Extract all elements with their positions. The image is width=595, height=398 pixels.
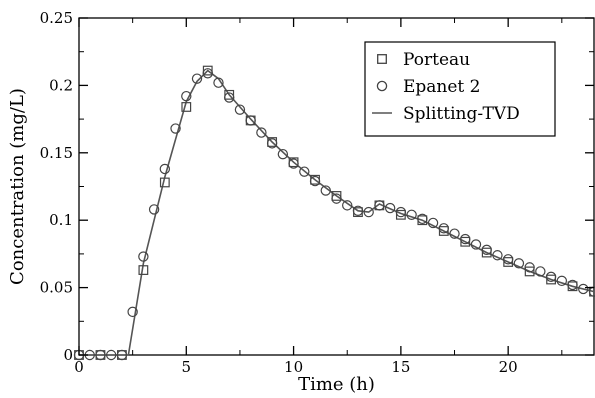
point-epanet-2: [202, 68, 213, 79]
x-tick-label: 5: [182, 358, 192, 376]
point-epanet-2: [95, 349, 106, 361]
point-epanet-2: [524, 262, 535, 273]
x-axis-label: Time (h): [298, 374, 375, 395]
point-epanet-2: [502, 254, 514, 265]
y-axis-ticks: 0 0.05 0.1 0.15 0.2 0.25: [40, 9, 594, 364]
point-epanet-2: [127, 306, 138, 318]
point-epanet-2: [213, 77, 224, 88]
point-epanet-2: [320, 185, 331, 196]
point-epanet-2: [148, 204, 160, 215]
point-epanet-2: [567, 279, 578, 291]
point-epanet-2: [449, 228, 460, 239]
point-epanet-2: [342, 200, 353, 211]
x-tick-label: 20: [499, 358, 518, 376]
point-epanet-2: [535, 266, 546, 277]
point-epanet-2: [277, 148, 289, 160]
point-epanet-2: [256, 127, 267, 138]
y-tick-label: 0.1: [49, 211, 73, 229]
point-porteau: [159, 177, 170, 188]
x-tick-label: 15: [391, 358, 410, 376]
point-epanet-2: [191, 73, 203, 84]
point-epanet-2: [234, 104, 246, 115]
point-epanet-2: [513, 258, 525, 269]
point-epanet-2: [159, 163, 171, 175]
point-epanet-2: [266, 138, 278, 149]
point-epanet-2: [545, 271, 557, 283]
point-epanet-2: [438, 223, 449, 234]
point-epanet-2: [556, 275, 568, 287]
point-epanet-2: [331, 193, 342, 204]
point-epanet-2: [138, 251, 149, 262]
point-epanet-2: [406, 209, 417, 221]
point-epanet-2: [224, 92, 235, 103]
point-epanet-2: [299, 166, 310, 177]
point-epanet-2: [309, 175, 321, 187]
legend: Porteau Epanet 2 Splitting-TVD: [364, 41, 556, 137]
point-porteau: [524, 266, 535, 277]
y-tick-label: 0.15: [40, 144, 73, 162]
point-epanet-2: [288, 158, 299, 169]
x-tick-label: 0: [74, 358, 84, 376]
y-tick-label: 0.2: [49, 76, 73, 94]
y-tick-label: 0.25: [40, 9, 73, 27]
x-tick-label: 10: [284, 358, 303, 376]
y-tick-label: 0: [63, 346, 73, 364]
legend-box: [364, 41, 556, 137]
point-epanet-2: [481, 244, 492, 256]
legend-marker-porteau: [377, 54, 387, 64]
y-axis-label: Concentration (mg/L): [7, 88, 28, 285]
legend-label: Splitting-TVD: [403, 104, 520, 124]
point-epanet-2: [427, 217, 439, 229]
y-tick-label: 0.05: [40, 279, 73, 297]
point-epanet-2: [105, 349, 117, 361]
legend-label: Porteau: [403, 50, 470, 70]
point-epanet-2: [116, 349, 128, 361]
legend-marker-epanet-2: [376, 80, 388, 92]
point-epanet-2: [374, 200, 385, 211]
point-epanet-2: [470, 239, 482, 250]
plot-area: [73, 17, 595, 361]
point-epanet-2: [352, 205, 364, 216]
point-epanet-2: [181, 90, 192, 102]
point-porteau: [181, 102, 192, 112]
point-epanet-2: [460, 233, 471, 245]
point-epanet-2: [417, 213, 428, 225]
legend-label: Epanet 2: [403, 77, 481, 97]
point-epanet-2: [578, 283, 589, 295]
x-axis-ticks: 0 5 10 15 20: [74, 18, 563, 376]
point-porteau: [138, 265, 149, 275]
point-epanet-2: [395, 206, 407, 218]
point-epanet-2: [384, 202, 396, 214]
point-epanet-2: [245, 115, 256, 126]
point-epanet-2: [363, 206, 374, 218]
point-epanet-2: [170, 123, 181, 134]
point-epanet-2: [492, 250, 503, 261]
